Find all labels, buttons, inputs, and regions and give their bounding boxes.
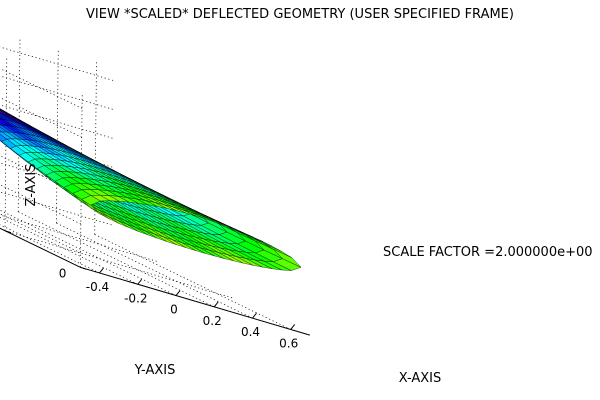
grid-line: [94, 61, 97, 235]
axes: [0, 227, 310, 336]
grid-line: [17, 38, 21, 212]
x-tick-label: 0.6: [279, 337, 298, 351]
chart-title: VIEW *SCALED* DEFLECTED GEOMETRY (USER S…: [86, 7, 514, 22]
grid: [0, 38, 310, 336]
x-axis-label: X-AXIS: [399, 371, 442, 386]
grid-line: [4, 57, 8, 231]
surface-cell: [264, 261, 292, 271]
x-axis-line: [80, 266, 310, 336]
y-tick-label: 0: [59, 266, 67, 280]
tick-labels: -0.4-0.200.20.40.600.51-0.4-0.200.20.40.…: [4, 230, 298, 351]
x-tick-mark: [213, 301, 219, 308]
y-tick-mark: [4, 230, 12, 234]
x-tick-mark: [99, 267, 104, 274]
x-tick-label: -0.2: [124, 291, 147, 305]
y-tick-mark: [80, 266, 87, 270]
x-tick-label: 0: [170, 303, 178, 317]
y-axis-line: [0, 227, 81, 268]
grid-line: [0, 68, 83, 109]
x-tick-mark: [175, 290, 181, 296]
surface-plot: [0, 108, 302, 271]
scale-factor-annotation: SCALE FACTOR =2.000000e+00: [383, 245, 593, 260]
y-axis-label: Y-AXIS: [134, 363, 176, 378]
grid-line: [56, 49, 59, 224]
x-tick-label: -0.4: [86, 280, 109, 294]
x-tick-mark: [290, 324, 296, 330]
surface-cell: [273, 249, 302, 268]
x-tick-label: 0.4: [241, 325, 260, 339]
x-tick-mark: [137, 278, 143, 285]
z-axis-label: Z-AXIS: [24, 164, 39, 207]
x-tick-label: 0.2: [203, 314, 222, 328]
grid-line: [80, 93, 83, 268]
surface-cell: [81, 195, 101, 206]
x-tick-mark: [252, 312, 257, 319]
